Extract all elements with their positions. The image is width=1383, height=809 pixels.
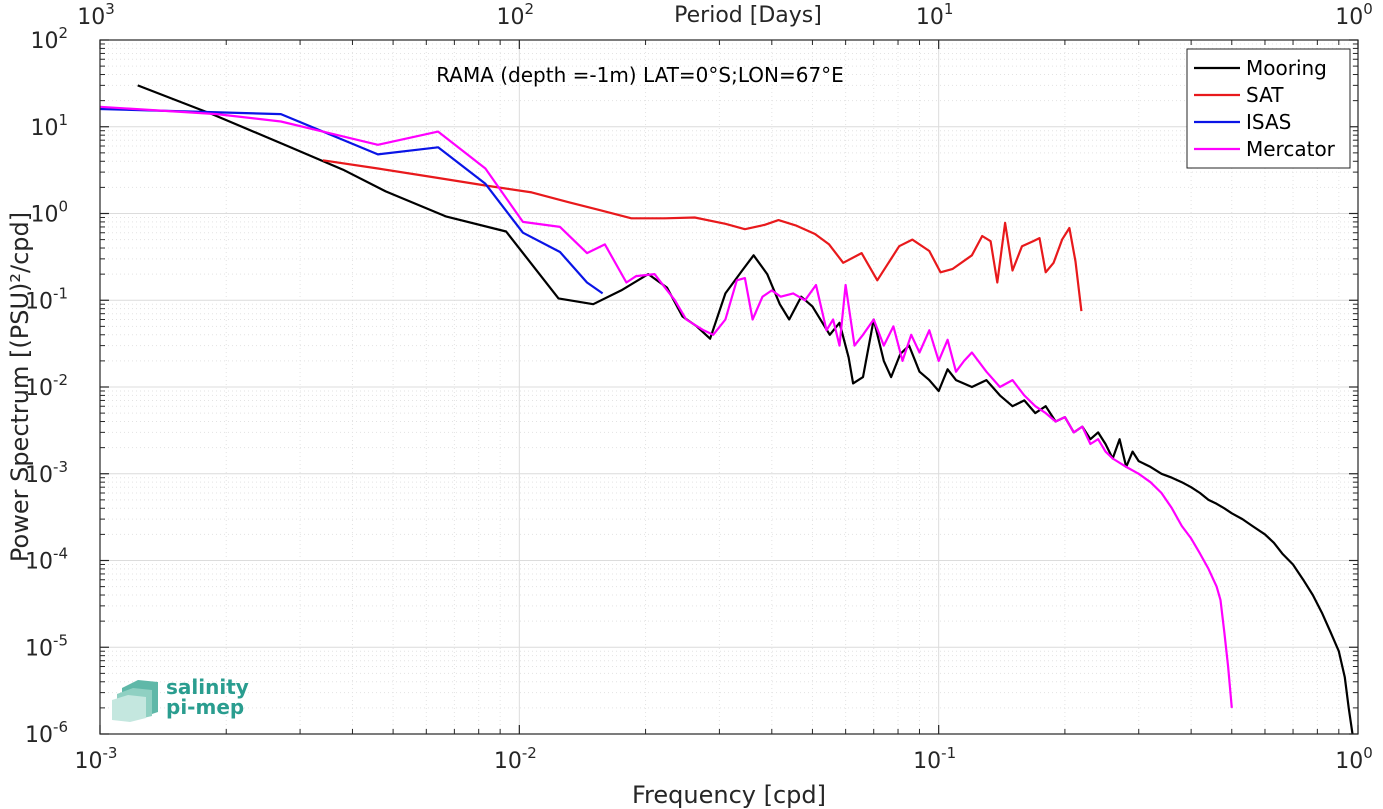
salinity-pi-mep-logo: salinity pi-mep bbox=[112, 675, 249, 722]
legend-label-sat: SAT bbox=[1246, 83, 1284, 107]
logo-line1: salinity bbox=[166, 675, 249, 699]
top-tick-label: 103 bbox=[77, 0, 115, 30]
y-tick-label: 10-5 bbox=[25, 631, 68, 661]
y-tick-label: 10-6 bbox=[25, 718, 68, 748]
y-tick-label: 100 bbox=[30, 198, 68, 228]
logo-line2: pi-mep bbox=[166, 695, 244, 719]
chart-title: RAMA (depth =-1m) LAT=0°S;LON=67°E bbox=[436, 63, 844, 87]
x-tick-label: 10-3 bbox=[75, 744, 118, 774]
legend-label-isas: ISAS bbox=[1246, 110, 1291, 134]
x-tick-label: 100 bbox=[1335, 744, 1373, 774]
series-line-mooring bbox=[137, 84, 1354, 735]
series-line-isas bbox=[99, 107, 604, 295]
legend-entries: Mooring SAT ISAS Mercator bbox=[1194, 56, 1336, 161]
y-tick-label: 10-4 bbox=[25, 545, 68, 575]
logo-mark-icon bbox=[112, 680, 158, 722]
top-tick-label: 100 bbox=[1335, 0, 1373, 30]
legend-label-mooring: Mooring bbox=[1246, 56, 1327, 80]
y-tick-label: 102 bbox=[30, 24, 68, 54]
series-line-sat bbox=[322, 159, 1083, 312]
minor-grid bbox=[100, 40, 1358, 734]
x-axis-label: Frequency [cpd] bbox=[632, 781, 826, 809]
top-tick-label: 102 bbox=[497, 0, 535, 30]
y-tick-label: 10-3 bbox=[25, 458, 68, 488]
y-axis-label: Power Spectrum [(PSU)²/cpd] bbox=[6, 212, 34, 562]
tick-labels: 10-3 10-2 10-1 100 103 102 101 100 102 101 100 10-1… bbox=[25, 0, 1373, 774]
series-layer bbox=[99, 84, 1354, 735]
x-tick-label: 10-1 bbox=[913, 744, 956, 774]
x-tick-label: 10-2 bbox=[494, 744, 537, 774]
legend-label-mercator: Mercator bbox=[1246, 137, 1336, 161]
tick-marks bbox=[99, 39, 1359, 735]
series-line-mercator bbox=[99, 105, 1233, 708]
top-tick-label: 101 bbox=[916, 0, 954, 30]
y-tick-label: 10-1 bbox=[25, 284, 68, 314]
top-x-axis-label: Period [Days] bbox=[674, 3, 822, 28]
y-tick-label: 101 bbox=[30, 111, 68, 141]
y-tick-label: 10-2 bbox=[25, 371, 68, 401]
legend: Mooring SAT ISAS Mercator bbox=[1186, 48, 1351, 169]
